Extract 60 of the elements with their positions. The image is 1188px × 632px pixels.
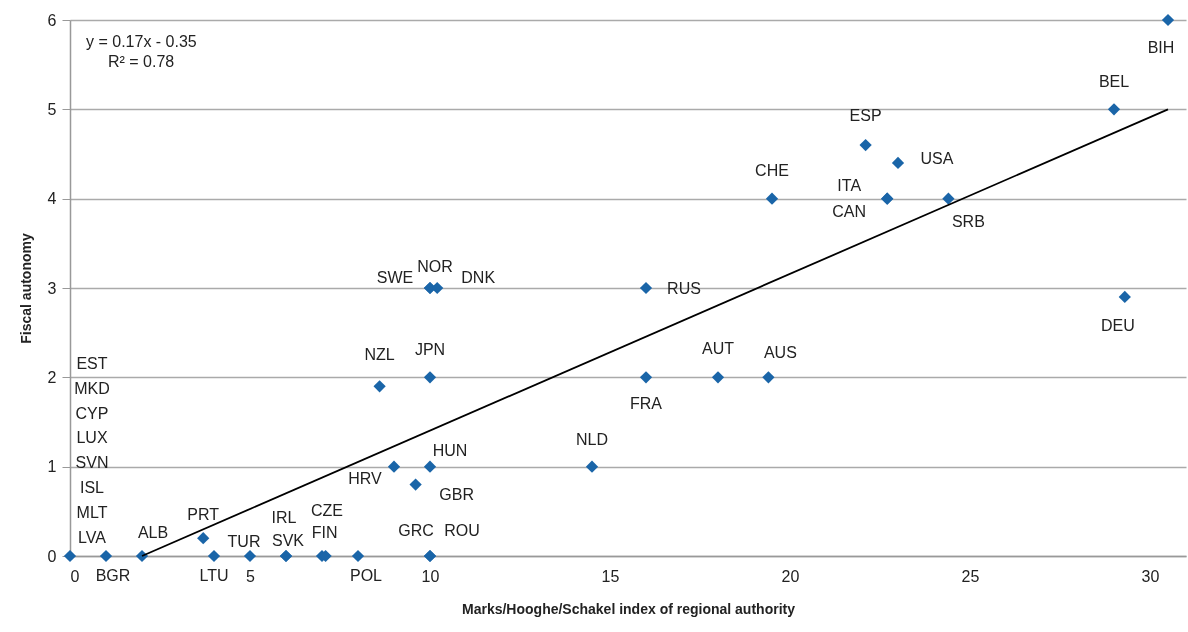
data-label: TUR — [227, 533, 261, 550]
data-label: NZL — [364, 346, 395, 364]
data-label: SVK — [271, 532, 305, 549]
annotation: ISL — [79, 479, 105, 497]
x-tick-label: 15 — [601, 567, 620, 585]
y-tick-label: 2 — [47, 368, 57, 386]
data-label: ESP — [849, 107, 882, 125]
y-tick-label: 5 — [47, 100, 57, 118]
y-tick-label: 4 — [47, 190, 57, 208]
data-label: LTU — [199, 567, 229, 584]
data-label: JPN — [414, 341, 446, 359]
y-tick-label: 1 — [47, 458, 57, 476]
annotation: MLT — [76, 504, 108, 522]
annotation: LUX — [76, 429, 108, 447]
data-label: CHE — [755, 161, 789, 179]
y-tick-label: 0 — [47, 547, 57, 565]
data-label: LVA — [78, 529, 107, 546]
data-label: SWE — [376, 269, 414, 286]
data-label: FIN — [311, 524, 338, 541]
data-label: NOR — [417, 258, 453, 275]
data-label: POL — [349, 567, 383, 584]
data-label: GBR — [439, 485, 474, 503]
x-tick-label: 5 — [246, 567, 256, 585]
y-axis-title: Fiscal autonomy — [17, 233, 34, 344]
data-label: ROU — [444, 522, 480, 539]
y-tick-label: 3 — [47, 279, 57, 297]
annotation: CYP — [75, 404, 109, 422]
data-label: BGR — [95, 567, 131, 584]
annotation: SVN — [75, 454, 109, 472]
data-label: AUS — [763, 344, 797, 362]
data-label: CAN — [832, 202, 867, 220]
data-label: DNK — [461, 269, 496, 286]
annotation: y = 0.17x - 0.35 — [86, 33, 197, 50]
data-label: IRL — [271, 509, 297, 526]
annotation: MKD — [74, 379, 110, 397]
data-label: CZE — [311, 502, 343, 519]
x-tick-label: 20 — [781, 567, 800, 585]
annotation: R² = 0.78 — [108, 53, 175, 70]
data-label: FRA — [630, 395, 663, 413]
x-tick-label: 0 — [70, 567, 80, 585]
x-tick-label: 30 — [1141, 567, 1160, 585]
data-label: USA — [920, 149, 954, 167]
data-label: BEL — [1098, 73, 1130, 91]
data-label: ALB — [137, 524, 169, 541]
x-tick-label: 25 — [961, 567, 980, 585]
data-label: PRT — [187, 506, 220, 524]
data-label: AUT — [702, 340, 735, 358]
data-label: HUN — [432, 441, 468, 459]
data-label: GRC — [398, 522, 434, 539]
x-axis-title: Marks/Hooghe/Schakel index of regional authority — [462, 600, 796, 617]
data-label: RUS — [667, 280, 701, 297]
data-label: NLD — [575, 430, 609, 448]
data-label: SRB — [951, 212, 985, 230]
data-label: BIH — [1147, 39, 1175, 56]
data-label: ITA — [837, 176, 862, 194]
annotation: EST — [76, 354, 108, 372]
y-tick-label: 6 — [47, 11, 57, 29]
data-label: DEU — [1100, 316, 1135, 334]
x-tick-label: 10 — [421, 567, 440, 585]
data-label: HRV — [348, 469, 383, 487]
